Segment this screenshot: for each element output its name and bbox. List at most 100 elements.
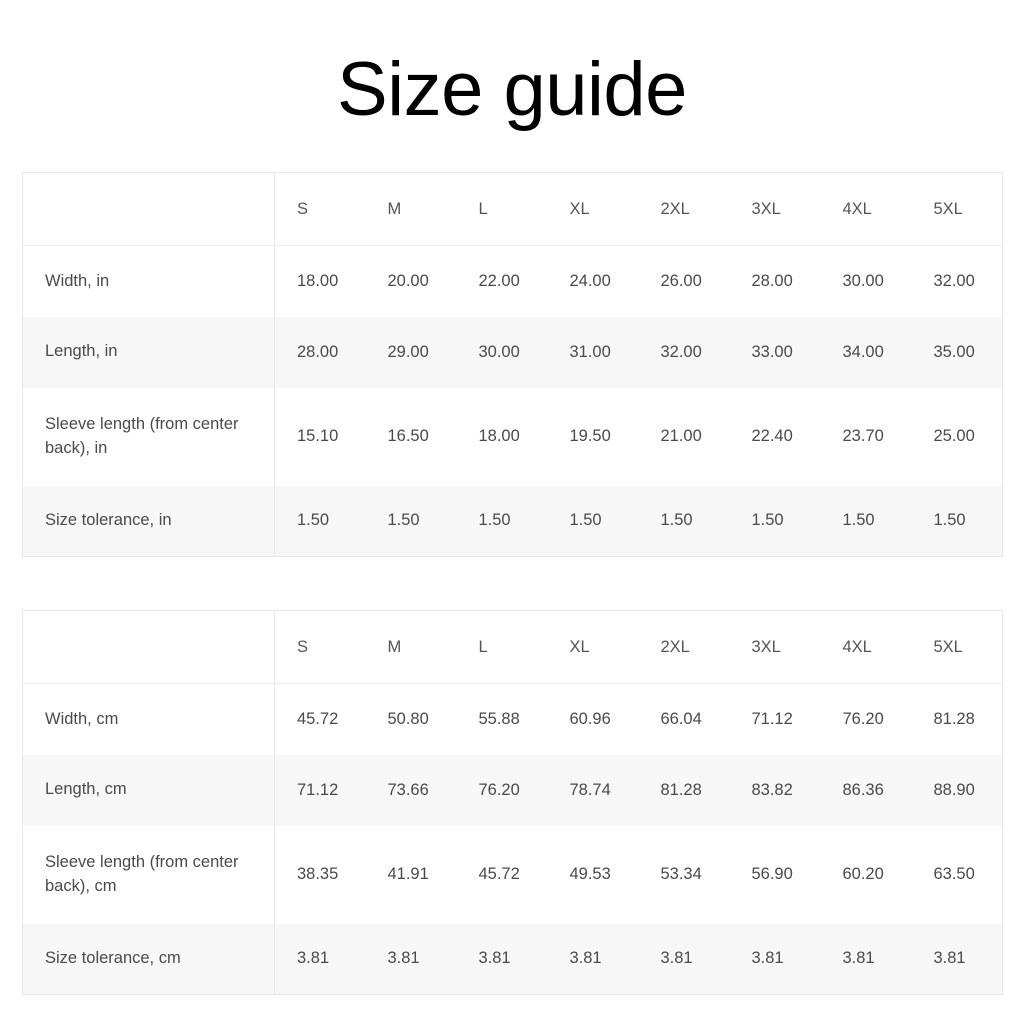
- cell-sleeve-cm-5xl: 63.50: [911, 825, 1003, 924]
- column-header-5xl: 5XL: [911, 172, 1003, 246]
- cell-tolerance-in-s: 1.50: [274, 485, 366, 557]
- cell-length-cm-5xl: 88.90: [911, 754, 1003, 826]
- cell-length-in-4xl: 34.00: [820, 316, 912, 388]
- table-body-inches: Width, in 18.00 20.00 22.00 24.00 26.00 …: [22, 245, 1003, 557]
- column-header-3xl: 3XL: [729, 172, 821, 246]
- row-label-width-in: Width, in: [22, 245, 275, 317]
- cell-length-in-3xl: 33.00: [729, 316, 821, 388]
- table-row: Width, in 18.00 20.00 22.00 24.00 26.00 …: [22, 245, 1003, 317]
- cell-tolerance-cm-xl: 3.81: [547, 923, 639, 995]
- cell-sleeve-in-xl: 19.50: [547, 387, 639, 486]
- cell-width-cm-s: 45.72: [274, 683, 366, 755]
- column-header-xl: XL: [547, 172, 639, 246]
- cell-tolerance-cm-5xl: 3.81: [911, 923, 1003, 995]
- row-label-tolerance-cm: Size tolerance, cm: [22, 923, 275, 995]
- cell-length-in-xl: 31.00: [547, 316, 639, 388]
- column-header-3xl: 3XL: [729, 610, 821, 684]
- column-header-s: S: [274, 172, 366, 246]
- row-label-sleeve-cm: Sleeve length (from center back), cm: [22, 825, 275, 924]
- table-row: Length, in 28.00 29.00 30.00 31.00 32.00…: [22, 316, 1003, 388]
- row-label-length-cm: Length, cm: [22, 754, 275, 826]
- cell-sleeve-cm-xl: 49.53: [547, 825, 639, 924]
- table-header-inches: S M L XL 2XL 3XL 4XL 5XL: [22, 172, 1003, 246]
- cell-sleeve-cm-3xl: 56.90: [729, 825, 821, 924]
- cell-width-in-l: 22.00: [456, 245, 548, 317]
- page-title: Size guide: [337, 47, 687, 132]
- cell-width-cm-2xl: 66.04: [638, 683, 730, 755]
- cell-length-cm-l: 76.20: [456, 754, 548, 826]
- cell-length-in-m: 29.00: [365, 316, 457, 388]
- cell-length-cm-3xl: 83.82: [729, 754, 821, 826]
- cell-tolerance-cm-s: 3.81: [274, 923, 366, 995]
- row-label-tolerance-in: Size tolerance, in: [22, 485, 275, 557]
- cell-length-in-5xl: 35.00: [911, 316, 1003, 388]
- cell-sleeve-in-3xl: 22.40: [729, 387, 821, 486]
- corner-cell: [22, 610, 275, 684]
- cell-tolerance-cm-2xl: 3.81: [638, 923, 730, 995]
- column-header-4xl: 4XL: [820, 610, 912, 684]
- table-row: Sleeve length (from center back), cm 38.…: [22, 825, 1003, 924]
- cell-width-cm-4xl: 76.20: [820, 683, 912, 755]
- cell-length-cm-s: 71.12: [274, 754, 366, 826]
- cell-width-cm-5xl: 81.28: [911, 683, 1003, 755]
- cell-width-in-3xl: 28.00: [729, 245, 821, 317]
- cell-length-cm-4xl: 86.36: [820, 754, 912, 826]
- cell-width-in-5xl: 32.00: [911, 245, 1003, 317]
- column-header-5xl: 5XL: [911, 610, 1003, 684]
- cell-tolerance-in-2xl: 1.50: [638, 485, 730, 557]
- size-tables-container: S M L XL 2XL 3XL 4XL 5XL Width, in 18.00…: [0, 172, 1024, 995]
- cell-length-cm-xl: 78.74: [547, 754, 639, 826]
- size-table-inches: S M L XL 2XL 3XL 4XL 5XL Width, in 18.00…: [22, 172, 1003, 557]
- cell-sleeve-cm-2xl: 53.34: [638, 825, 730, 924]
- cell-tolerance-cm-3xl: 3.81: [729, 923, 821, 995]
- table-row: Width, cm 45.72 50.80 55.88 60.96 66.04 …: [22, 683, 1003, 755]
- table-header-centimeters: S M L XL 2XL 3XL 4XL 5XL: [22, 610, 1003, 684]
- cell-sleeve-in-5xl: 25.00: [911, 387, 1003, 486]
- cell-width-cm-m: 50.80: [365, 683, 457, 755]
- cell-width-in-m: 20.00: [365, 245, 457, 317]
- column-header-2xl: 2XL: [638, 610, 730, 684]
- row-label-width-cm: Width, cm: [22, 683, 275, 755]
- corner-cell: [22, 172, 275, 246]
- table-row: Sleeve length (from center back), in 15.…: [22, 387, 1003, 486]
- column-header-l: L: [456, 610, 548, 684]
- cell-sleeve-in-s: 15.10: [274, 387, 366, 486]
- header-row: S M L XL 2XL 3XL 4XL 5XL: [22, 610, 1003, 684]
- cell-width-in-xl: 24.00: [547, 245, 639, 317]
- row-label-sleeve-in: Sleeve length (from center back), in: [22, 387, 275, 486]
- table-row: Length, cm 71.12 73.66 76.20 78.74 81.28…: [22, 754, 1003, 826]
- cell-tolerance-cm-l: 3.81: [456, 923, 548, 995]
- cell-length-in-l: 30.00: [456, 316, 548, 388]
- cell-tolerance-in-5xl: 1.50: [911, 485, 1003, 557]
- column-header-xl: XL: [547, 610, 639, 684]
- cell-sleeve-cm-4xl: 60.20: [820, 825, 912, 924]
- header-row: S M L XL 2XL 3XL 4XL 5XL: [22, 172, 1003, 246]
- table-row: Size tolerance, in 1.50 1.50 1.50 1.50 1…: [22, 485, 1003, 557]
- cell-sleeve-cm-s: 38.35: [274, 825, 366, 924]
- table-row: Size tolerance, cm 3.81 3.81 3.81 3.81 3…: [22, 923, 1003, 995]
- cell-width-in-s: 18.00: [274, 245, 366, 317]
- cell-sleeve-in-4xl: 23.70: [820, 387, 912, 486]
- size-table-centimeters: S M L XL 2XL 3XL 4XL 5XL Width, cm 45.72…: [22, 610, 1003, 995]
- column-header-m: M: [365, 610, 457, 684]
- column-header-l: L: [456, 172, 548, 246]
- cell-sleeve-cm-m: 41.91: [365, 825, 457, 924]
- cell-sleeve-in-2xl: 21.00: [638, 387, 730, 486]
- column-header-4xl: 4XL: [820, 172, 912, 246]
- cell-tolerance-in-m: 1.50: [365, 485, 457, 557]
- cell-tolerance-cm-m: 3.81: [365, 923, 457, 995]
- row-label-length-in: Length, in: [22, 316, 275, 388]
- cell-width-cm-l: 55.88: [456, 683, 548, 755]
- cell-tolerance-cm-4xl: 3.81: [820, 923, 912, 995]
- column-header-s: S: [274, 610, 366, 684]
- cell-length-cm-2xl: 81.28: [638, 754, 730, 826]
- cell-length-cm-m: 73.66: [365, 754, 457, 826]
- cell-sleeve-cm-l: 45.72: [456, 825, 548, 924]
- cell-sleeve-in-l: 18.00: [456, 387, 548, 486]
- cell-sleeve-in-m: 16.50: [365, 387, 457, 486]
- cell-tolerance-in-4xl: 1.50: [820, 485, 912, 557]
- cell-length-in-2xl: 32.00: [638, 316, 730, 388]
- cell-length-in-s: 28.00: [274, 316, 366, 388]
- cell-width-cm-3xl: 71.12: [729, 683, 821, 755]
